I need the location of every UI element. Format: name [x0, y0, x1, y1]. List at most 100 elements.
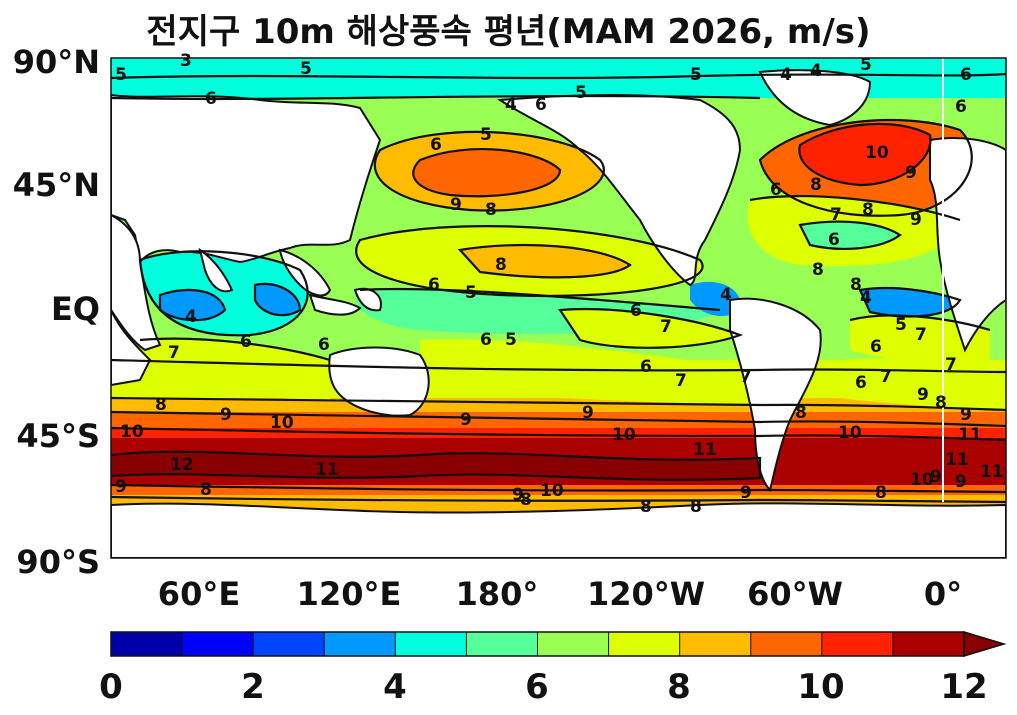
- contour-label: 5: [115, 65, 127, 85]
- contour-label: 9: [960, 405, 972, 425]
- contour-label: 6: [855, 373, 867, 393]
- lat-tick-label: 45°N: [13, 166, 100, 204]
- contour-label: 8: [935, 393, 947, 413]
- contour-label: 8: [690, 497, 702, 517]
- contour-label: 5: [895, 315, 907, 335]
- contour-label: 8: [810, 175, 822, 195]
- lat-tick-label: 45°S: [16, 417, 100, 455]
- contour-label: 3: [180, 51, 192, 71]
- contour-label: 4: [185, 307, 197, 327]
- colorbar-extend-arrow: [963, 630, 1007, 658]
- colorbar-tick-label: 8: [667, 667, 691, 707]
- colorbar-tick-label: 10: [797, 667, 844, 707]
- lon-axis: 60°E 120°E 180° 120°W 60°W 0°: [158, 575, 962, 613]
- colorbar-tick-label: 4: [383, 667, 407, 707]
- contour-label: 9: [917, 385, 929, 405]
- contour-label: 5: [480, 125, 492, 145]
- contour-label: 6: [480, 330, 492, 350]
- contour-label: 4: [810, 61, 822, 81]
- contour-label: 10: [540, 481, 564, 501]
- contour-label: 6: [205, 89, 217, 109]
- contour-label: 4: [505, 95, 517, 115]
- contour-label: 8: [875, 483, 887, 503]
- contour-label: 7: [740, 367, 752, 387]
- contour-label: 11: [958, 425, 982, 445]
- contour-label: 6: [870, 337, 882, 357]
- map-title: 전지구 10m 해상풍속 평년(MAM 2026, m/s): [146, 12, 871, 52]
- colorbar-segment: [182, 632, 254, 656]
- contour-label: 11: [980, 462, 1004, 482]
- lon-tick-label: 180°: [456, 575, 539, 613]
- contour-lines: [111, 72, 1006, 504]
- contour-label: 9: [582, 403, 594, 423]
- contour-label: 5: [300, 59, 312, 79]
- colorbar-tick-label: 2: [241, 667, 265, 707]
- contour-label: 6: [535, 95, 547, 115]
- lon-tick-label: 60°W: [747, 575, 843, 613]
- contour-label: 6: [955, 97, 967, 117]
- contour-label: 7: [830, 205, 842, 225]
- contour-label: 5: [505, 330, 517, 350]
- contour-label: 7: [945, 355, 957, 375]
- contour-label: 6: [318, 335, 330, 355]
- colorbar-segment: [324, 632, 396, 656]
- contour-label: 8: [862, 200, 874, 220]
- contour-label: 5: [465, 283, 477, 303]
- contour-label: 11: [693, 440, 717, 460]
- contour-label: 10: [270, 413, 294, 433]
- lon-tick-label: 0°: [924, 575, 962, 613]
- colorbar-tick-label: 6: [525, 667, 549, 707]
- contour-label: 9: [512, 485, 524, 505]
- contour-label: 8: [200, 480, 212, 500]
- contour-label: 9: [955, 472, 967, 492]
- lat-tick-label: 90°N: [13, 43, 100, 81]
- colorbar-segment: [537, 632, 610, 656]
- contour-label: 6: [240, 332, 252, 352]
- colorbar-tick-labels: 0 2 4 6 8 10 12: [99, 667, 988, 707]
- lon-tick-label: 60°E: [158, 575, 240, 613]
- contour-label: 12: [170, 455, 194, 475]
- contour-label: 9: [930, 467, 942, 487]
- land-masses: [111, 69, 1006, 558]
- colorbar-segment: [395, 632, 467, 656]
- contour-label: 9: [905, 163, 917, 183]
- contour-label: 9: [450, 195, 462, 215]
- contour-label: 8: [795, 403, 807, 423]
- contour-label: 8: [155, 395, 167, 415]
- contour-label: 4: [860, 288, 872, 308]
- contour-label: 9: [115, 477, 127, 497]
- contour-label: 9: [220, 405, 232, 425]
- contour-label: 6: [770, 180, 782, 200]
- contour-label: 7: [915, 325, 927, 345]
- contour-label: 6: [430, 135, 442, 155]
- lon-tick-label: 120°W: [587, 575, 705, 613]
- contour-label: 9: [460, 410, 472, 430]
- contour-label: 9: [740, 483, 752, 503]
- contour-label: 6: [960, 65, 972, 85]
- colorbar-segment: [821, 632, 894, 656]
- colorbar-segments: [111, 632, 965, 656]
- contour-label: 5: [690, 65, 702, 85]
- contour-label: 10: [838, 423, 862, 443]
- contour-label: 10: [910, 470, 934, 490]
- contour-label: 7: [675, 371, 687, 391]
- colorbar-segment: [892, 632, 965, 656]
- lat-axis: 90°N 45°N EQ 45°S 90°S: [13, 43, 100, 581]
- contour-label: 5: [860, 55, 872, 75]
- contour-label: 11: [945, 450, 969, 470]
- colorbar-segment: [750, 632, 823, 656]
- contour-label: 8: [640, 497, 652, 517]
- colorbar-segment: [111, 632, 183, 656]
- map-frame: [110, 57, 1007, 559]
- contour-label: 6: [428, 275, 440, 295]
- contour-label: 8: [485, 200, 497, 220]
- contour-label: 7: [660, 317, 672, 337]
- contour-label: 11: [315, 460, 339, 480]
- contour-label: 7: [168, 343, 180, 363]
- contour-label: 6: [640, 357, 652, 377]
- lat-tick-label: EQ: [51, 290, 100, 328]
- contour-label: 10: [120, 422, 144, 442]
- colorbar-tick-label: 0: [99, 667, 123, 707]
- lon-tick-label: 120°E: [297, 575, 402, 613]
